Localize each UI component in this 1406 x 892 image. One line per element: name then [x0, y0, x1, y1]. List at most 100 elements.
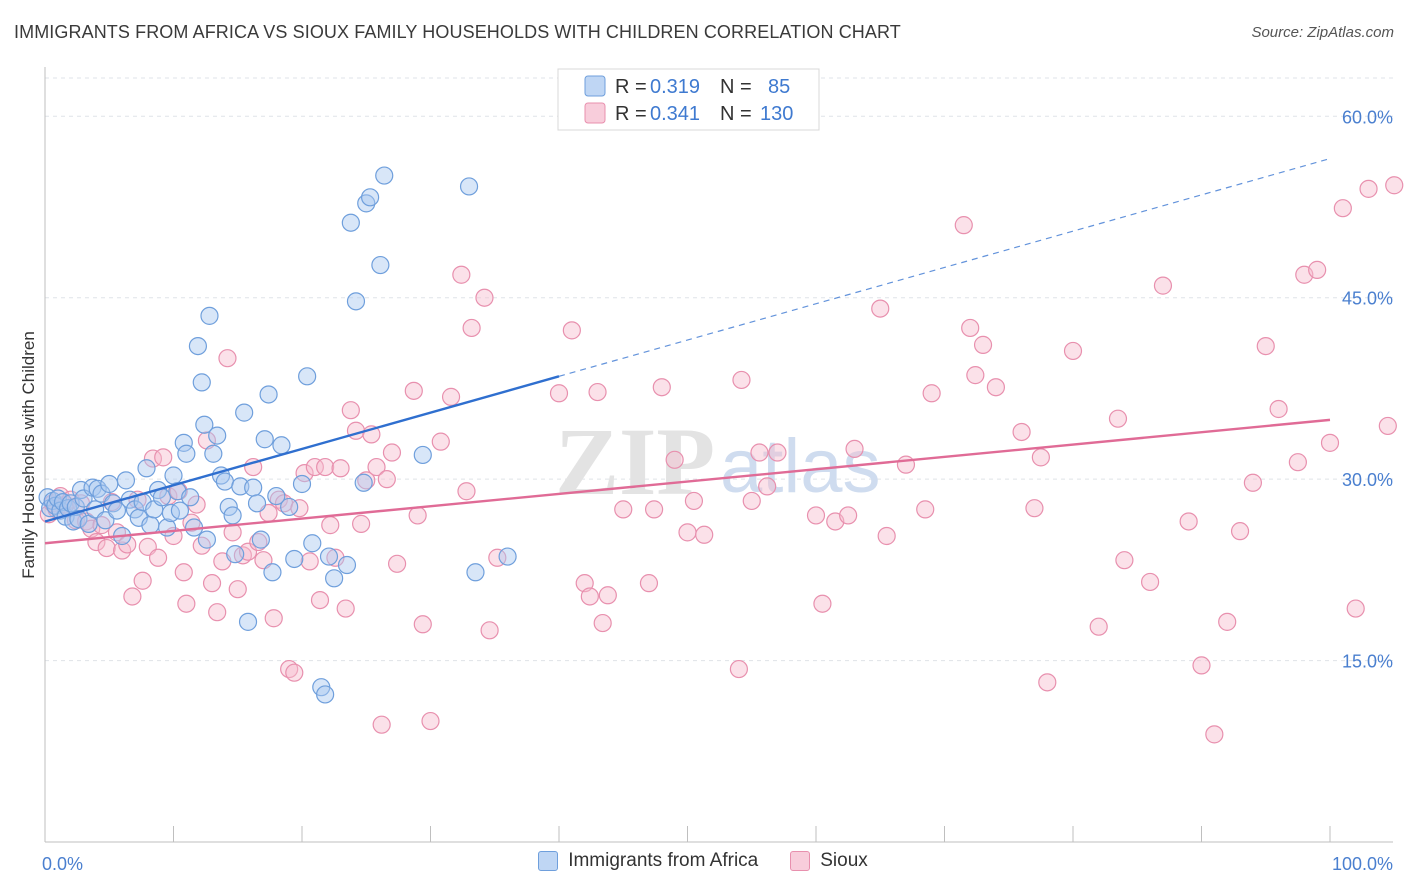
legend-label-sioux: Sioux: [820, 850, 868, 871]
y-tick-label: 45.0%: [1342, 289, 1393, 309]
africa-point: [413, 445, 432, 465]
sioux-point: [285, 663, 304, 682]
sioux-point: [768, 443, 787, 462]
africa-point: [170, 501, 190, 520]
africa-point: [316, 685, 335, 704]
sioux-point: [154, 448, 173, 467]
sioux-point: [845, 439, 864, 459]
africa-point: [251, 530, 270, 549]
africa-point: [188, 336, 208, 356]
africa-point: [125, 500, 145, 519]
africa-point: [303, 534, 322, 553]
legend-r-value: 0.341: [650, 103, 700, 125]
sioux-point: [123, 587, 142, 606]
sioux-point: [1346, 599, 1365, 618]
sioux-point: [475, 288, 494, 307]
sioux-point: [1063, 341, 1083, 361]
sioux-point: [187, 495, 206, 514]
sioux-trendline: [44, 418, 1331, 545]
sioux-point: [1378, 416, 1397, 436]
sioux-point: [341, 401, 360, 420]
sioux-point: [1038, 673, 1057, 692]
sioux-point: [462, 318, 481, 338]
africa-point: [354, 473, 373, 492]
africa-point: [92, 484, 111, 503]
sioux-point: [208, 603, 227, 622]
legend-r-value: 0.319: [650, 76, 700, 98]
sioux-point: [1385, 176, 1404, 195]
sioux-point: [421, 711, 440, 731]
africa-point: [100, 474, 119, 494]
legend-item-sioux: Sioux: [790, 850, 868, 872]
sioux-point: [326, 548, 345, 567]
sioux-point: [644, 500, 664, 519]
sioux-point: [1359, 179, 1378, 198]
sioux-point: [742, 491, 761, 511]
sioux-point: [813, 594, 832, 613]
sioux-point: [593, 613, 612, 633]
africa-point: [259, 385, 278, 404]
legend-swatch-africa: [584, 75, 606, 97]
africa-point: [238, 612, 258, 631]
sioux-point: [352, 514, 371, 533]
africa-point: [204, 444, 223, 463]
sioux-point: [954, 216, 973, 235]
africa-point: [200, 306, 219, 325]
sioux-point: [732, 370, 751, 390]
sioux-point: [1308, 260, 1327, 279]
sioux-point: [961, 318, 980, 338]
sioux-point: [1108, 409, 1128, 428]
africa-point: [164, 466, 183, 485]
africa-point: [226, 545, 245, 564]
sioux-point: [382, 443, 402, 462]
africa-point: [223, 506, 242, 525]
africa-point: [247, 494, 267, 513]
sioux-point: [877, 526, 896, 546]
sioux-point: [97, 538, 116, 558]
sioux-point: [331, 459, 350, 478]
sioux-point: [387, 554, 407, 573]
africa-point: [208, 426, 227, 445]
sioux-point: [1192, 656, 1211, 675]
africa-point: [197, 530, 217, 549]
sioux-point: [588, 382, 607, 402]
sioux-point: [310, 590, 330, 610]
legend-swatch-sioux: [584, 102, 606, 124]
africa-point: [498, 547, 517, 566]
legend-r-label: R =: [615, 76, 647, 98]
sioux-point: [431, 432, 450, 451]
africa-point: [272, 436, 291, 455]
sioux-point: [1333, 199, 1352, 218]
legend-n-value: 130: [760, 103, 793, 125]
sioux-point: [750, 443, 769, 462]
sioux-point: [1179, 512, 1198, 531]
africa-point: [298, 367, 317, 386]
legend-n-label: N =: [720, 76, 752, 98]
africa-point: [375, 166, 394, 185]
sioux-point: [177, 594, 196, 613]
sioux-point: [973, 335, 993, 354]
africa-point: [371, 255, 390, 275]
sioux-point: [580, 587, 599, 606]
sioux-point: [639, 574, 659, 593]
africa-point: [255, 430, 274, 449]
sioux-point: [966, 366, 985, 385]
sioux-point: [295, 463, 314, 483]
sioux-point: [614, 500, 633, 519]
source-credit: Source: ZipAtlas.com: [1251, 24, 1394, 41]
africa-point: [174, 433, 193, 452]
sioux-point: [202, 574, 222, 593]
sioux-point: [305, 457, 324, 477]
africa-trendline: [44, 375, 560, 523]
legend-bottom: Immigrants from Africa Sioux: [0, 850, 1406, 872]
sioux-point: [1153, 276, 1173, 295]
sioux-point: [1025, 499, 1044, 518]
africa-point: [319, 547, 339, 566]
sioux-point: [1218, 612, 1237, 631]
sioux-point: [264, 609, 283, 628]
africa-point: [244, 478, 263, 497]
sioux-point: [1140, 572, 1160, 592]
sioux-point: [377, 470, 396, 489]
sioux-point: [228, 580, 247, 599]
